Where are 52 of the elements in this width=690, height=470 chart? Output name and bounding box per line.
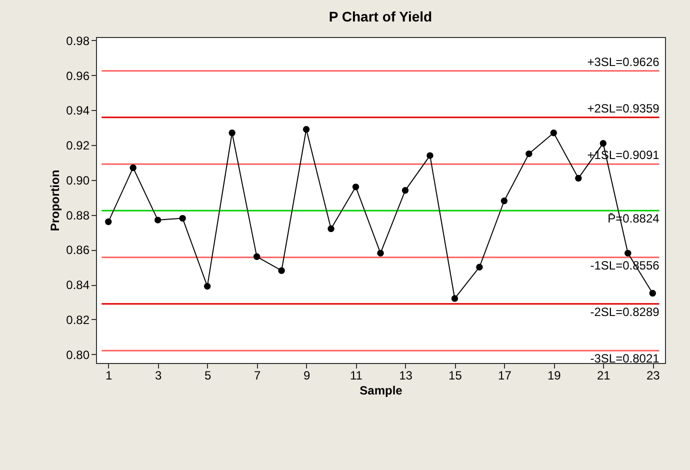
- point: [575, 174, 582, 182]
- point: [228, 130, 236, 136]
- point: [328, 225, 334, 232]
- point: [426, 152, 434, 159]
- x-tick-label: 21: [596, 368, 611, 382]
- point: [377, 250, 384, 257]
- point: [154, 216, 162, 224]
- point: [302, 126, 310, 133]
- x-tick-label: 5: [204, 368, 212, 382]
- point: [204, 282, 211, 290]
- y-axis-title: Proportion: [48, 170, 62, 232]
- y-tick-label: 0.94: [66, 104, 90, 118]
- y-tick-label: 0.96: [66, 68, 90, 83]
- point: [451, 295, 458, 302]
- x-tick-label: 11: [350, 368, 363, 382]
- x-tick-label: 1: [106, 368, 113, 382]
- point: [179, 214, 186, 222]
- x-axis-title: Sample: [360, 384, 403, 398]
- x-tick-label: 9: [303, 368, 310, 382]
- point: [624, 250, 632, 257]
- y-tick-label: 0.86: [66, 243, 90, 258]
- y-tick-label: 0.80: [66, 348, 90, 362]
- point: [550, 130, 558, 136]
- y-tick-label: 0.90: [66, 173, 90, 188]
- point: [278, 267, 285, 274]
- point: [649, 290, 656, 297]
- x-tick-label: 23: [646, 368, 660, 382]
- ref-line-label: -2SL=0.8289: [590, 304, 660, 319]
- point: [402, 187, 409, 194]
- x-tick-label: 19: [547, 368, 562, 382]
- x-tick-label: 7: [254, 368, 261, 382]
- point: [526, 150, 532, 158]
- x-tick-label: 15: [448, 368, 462, 382]
- point: [500, 198, 508, 204]
- ref-line-label: +3SL=0.9626: [587, 54, 660, 69]
- y-tick-label: 0.88: [66, 208, 90, 222]
- point: [476, 264, 483, 270]
- chart-title: P Chart of Yield: [328, 8, 432, 24]
- y-tick-label: 0.98: [66, 34, 90, 48]
- x-tick-label: 13: [399, 368, 413, 382]
- ref-line-label: +2SL=0.9359: [587, 101, 660, 116]
- x-tick-label: 3: [155, 368, 162, 382]
- point: [130, 164, 136, 172]
- y-tick-label: 0.84: [66, 278, 90, 292]
- ref-line-label: -3SL=0.8021: [590, 352, 660, 366]
- point: [352, 184, 360, 190]
- y-tick-label: 0.82: [66, 312, 90, 327]
- x-tick-label: 17: [498, 368, 512, 382]
- point: [253, 253, 260, 260]
- y-tick-label: 0.92: [66, 138, 90, 153]
- point: [105, 218, 112, 226]
- point: [600, 140, 607, 147]
